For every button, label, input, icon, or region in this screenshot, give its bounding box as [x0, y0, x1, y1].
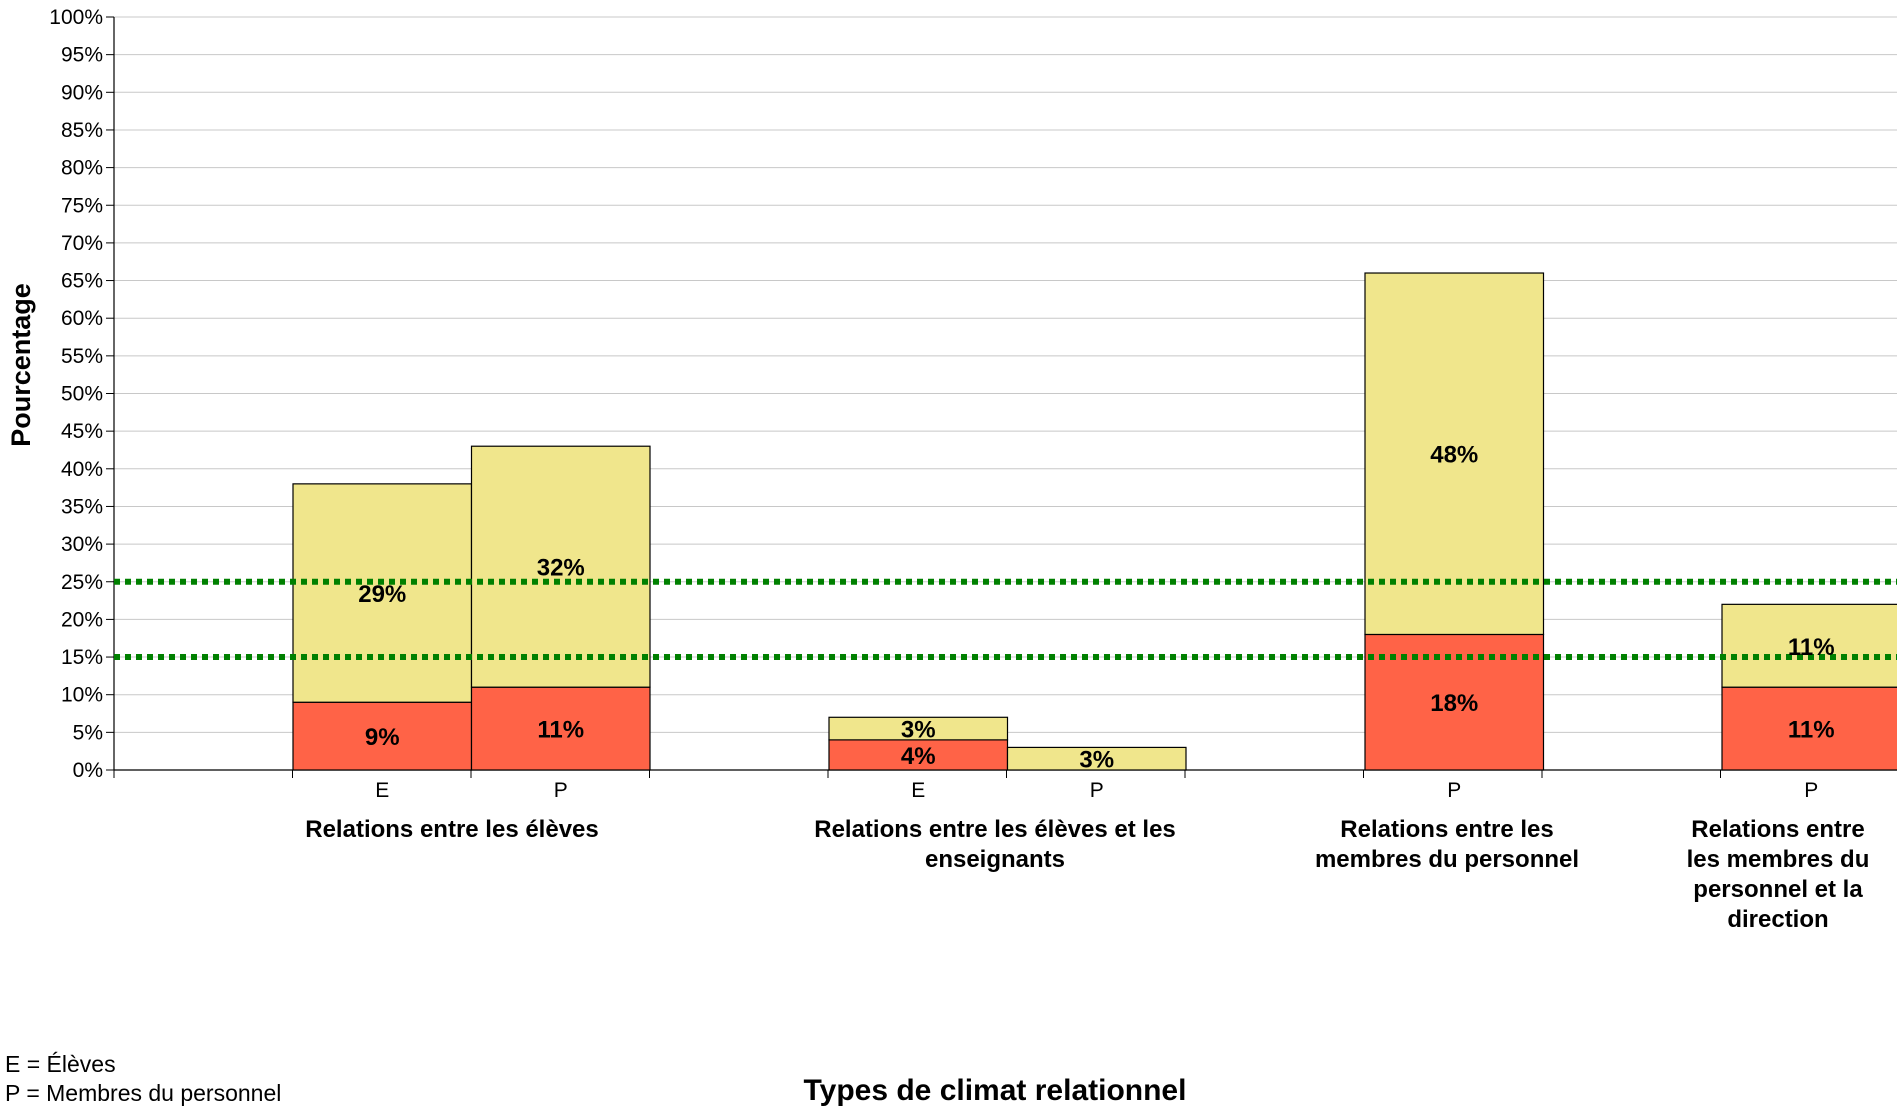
y-axis-label: Pourcentage — [6, 283, 36, 447]
group-label: Relations entre les élèves et les — [814, 816, 1176, 843]
y-tick-label: 15% — [61, 646, 103, 669]
bar-segment-upper — [1364, 272, 1545, 636]
bar-value-label-upper: 3% — [1079, 747, 1114, 774]
bar-segment-lower — [1721, 686, 1897, 771]
legend-note-personnel: P = Membres du personnel — [5, 1080, 281, 1106]
bar-value-label-lower: 9% — [365, 724, 400, 751]
bar-value-label-upper: 3% — [901, 717, 936, 744]
y-tick-label: 30% — [61, 533, 103, 556]
legend-note-eleves: E = Élèves — [5, 1051, 116, 1077]
bar-labels: 9%29%11%32%4%3%3%18%48%11%11% — [358, 442, 1834, 774]
y-tick-label: 35% — [61, 495, 103, 518]
x-category-label: E — [911, 779, 925, 802]
bar-segment-upper — [828, 716, 1009, 741]
y-tick-label: 95% — [61, 44, 103, 67]
x-category-label: P — [1090, 779, 1104, 802]
y-tick-label: 75% — [61, 194, 103, 217]
bar-segment-upper — [1006, 746, 1187, 771]
category-labels: E P Relations entre les élèves E P Relations … — [305, 779, 1869, 933]
x-category-label: P — [554, 779, 568, 802]
y-tick-label: 65% — [61, 270, 103, 293]
group-label: enseignants — [925, 846, 1065, 873]
y-tick-label: 100% — [49, 6, 103, 29]
reference-lines — [114, 578, 1897, 661]
y-tick-label: 90% — [61, 81, 103, 104]
y-tick-label: 0% — [73, 759, 103, 782]
group-label: personnel et la — [1693, 876, 1863, 903]
group-label: Relations entre les — [1340, 816, 1553, 843]
bar-value-label-upper: 29% — [358, 581, 406, 608]
bar-value-label-upper: 32% — [537, 555, 585, 582]
bar-value-label-upper: 11% — [1788, 634, 1835, 661]
y-tick-label: 5% — [73, 721, 103, 744]
y-tick-label: 50% — [61, 383, 103, 406]
bar-segment-upper — [470, 445, 651, 688]
bar-segment-upper — [1721, 603, 1897, 688]
y-tick-label: 70% — [61, 232, 103, 255]
bar-segment-lower — [470, 686, 651, 771]
y-tick-label: 20% — [61, 608, 103, 631]
group-label: direction — [1727, 906, 1828, 933]
bar-value-label-lower: 4% — [901, 743, 936, 770]
bars — [292, 272, 1897, 771]
group-label: les membres du — [1687, 846, 1870, 873]
bar-value-label-lower: 18% — [1430, 690, 1478, 717]
y-tick-label: 60% — [61, 307, 103, 330]
x-category-label: E — [375, 779, 389, 802]
y-tick-label: 10% — [61, 684, 103, 707]
y-tick-label: 80% — [61, 157, 103, 180]
x-axis-label: Types de climat relationnel — [804, 1074, 1187, 1107]
bar-segment-upper — [292, 483, 473, 703]
bar-value-label-lower: 11% — [537, 717, 584, 744]
group-label: Relations entre — [1691, 816, 1864, 843]
y-tick-label: 55% — [61, 345, 103, 368]
y-tick-label: 45% — [61, 420, 103, 443]
bar-value-label-lower: 11% — [1788, 717, 1835, 744]
y-tick-label: 40% — [61, 458, 103, 481]
x-category-label: P — [1804, 779, 1818, 802]
x-category-label: P — [1447, 779, 1461, 802]
bar-value-label-upper: 48% — [1430, 442, 1478, 469]
group-label: membres du personnel — [1315, 846, 1579, 873]
y-tick-label: 85% — [61, 119, 103, 142]
group-label: Relations entre les élèves — [305, 816, 598, 843]
y-tick-label: 25% — [61, 571, 103, 594]
